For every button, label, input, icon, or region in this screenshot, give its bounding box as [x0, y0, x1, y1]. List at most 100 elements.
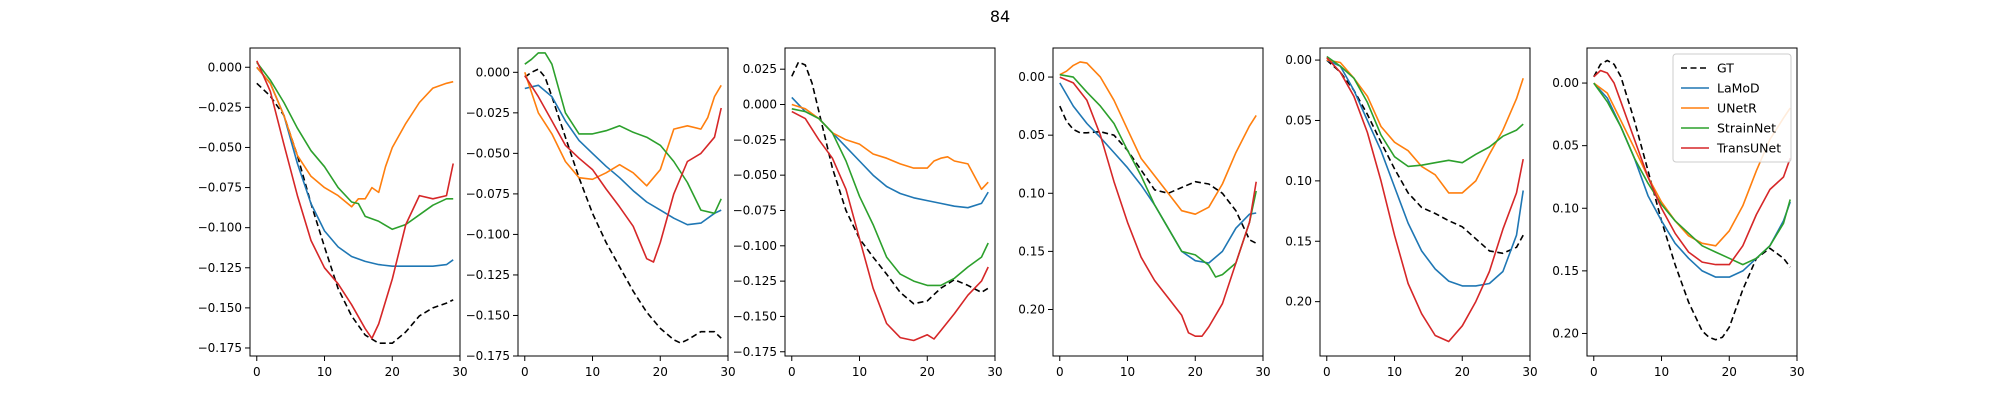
y-tick-label: −0.075	[466, 187, 510, 201]
y-tick-label: 0.05	[1552, 139, 1579, 153]
y-tick-label: −0.125	[198, 261, 242, 275]
x-tick-label: 30	[1522, 365, 1537, 379]
subplot-1: 0 10 20 30 0.000 −0.025 −0.050 −0.075 −0.100 −0.1…	[198, 47, 468, 379]
axes-frame	[249, 47, 461, 357]
series-line-lamod	[1326, 59, 1524, 287]
series-line-gt	[524, 68, 722, 344]
y-tick-label: 0.05	[1018, 128, 1045, 142]
x-tick-label: 0	[788, 365, 796, 379]
y-tick-label: −0.125	[733, 274, 777, 288]
y-tick-label: 0.025	[743, 62, 777, 76]
series-group	[1059, 61, 1257, 338]
series-group	[524, 52, 722, 344]
y-tick-label: 0.00	[1285, 53, 1312, 67]
series-line-gt	[791, 61, 989, 305]
y-tick-label: 0.20	[1018, 303, 1045, 317]
y-tick-label: −0.050	[466, 146, 510, 160]
y-tick-label: 0.00	[1018, 70, 1045, 84]
x-tick-label: 10	[317, 365, 332, 379]
series-line-transunet	[1593, 69, 1791, 266]
x-tick-label: 30	[720, 365, 735, 379]
x-tick-label: 0	[1590, 365, 1598, 379]
series-line-strainnet	[1593, 82, 1791, 266]
axes-frame	[1052, 47, 1264, 357]
y-tick-label: 0.15	[1552, 264, 1579, 278]
subplot-5: 0 10 20 30 0.00 0.05 0.10 0.15 0.20	[1285, 47, 1538, 379]
series-group	[791, 61, 989, 342]
legend-label-lamod: LaMoD	[1717, 81, 1760, 96]
series-line-gt	[1059, 105, 1257, 245]
series-line-unetr	[1059, 61, 1257, 215]
x-tick-label: 10	[1654, 365, 1669, 379]
legend-box	[1672, 53, 1792, 163]
subplot-2: 0 10 20 30 0.000 −0.025 −0.050 −0.075 −0.100 −0.1…	[466, 47, 736, 379]
y-tick-label: −0.025	[198, 100, 242, 114]
series-line-gt	[1326, 59, 1524, 255]
y-tick-label: 0.10	[1552, 201, 1579, 215]
y-tick-label: −0.125	[466, 268, 510, 282]
y-tick-label: −0.100	[198, 221, 242, 235]
x-tick-label: 30	[1255, 365, 1270, 379]
y-tick-label: 0.05	[1285, 113, 1312, 127]
legend-label-strainnet: StrainNet	[1717, 121, 1776, 136]
series-group	[256, 60, 454, 345]
legend: GT LaMoD UNetR StrainNet TransUNet	[1672, 53, 1792, 163]
y-tick-label: 0.000	[208, 60, 242, 74]
y-tick-label: −0.025	[733, 133, 777, 147]
y-tick-label: −0.175	[466, 349, 510, 363]
y-tick-label: 0.000	[476, 65, 510, 79]
y-tick-label: −0.075	[198, 181, 242, 195]
y-tick-label: −0.175	[198, 341, 242, 355]
y-tick-label: 0.10	[1285, 174, 1312, 188]
subplot-4: 0 10 20 30 0.00 0.05 0.10 0.15 0.20	[1018, 47, 1271, 379]
y-tick-label: −0.150	[466, 308, 510, 322]
x-tick-label: 20	[1455, 365, 1470, 379]
y-tick-label: 0.20	[1285, 295, 1312, 309]
subplots-group: 0 10 20 300.000−0.025−0.050−0.075−0.100−0.1…	[198, 47, 1805, 379]
x-tick-label: 20	[920, 365, 935, 379]
x-tick-label: 10	[1387, 365, 1402, 379]
series-line-strainnet	[1326, 55, 1524, 168]
series-line-unetr	[256, 66, 454, 208]
x-tick-label: 20	[653, 365, 668, 379]
series-line-lamod	[524, 84, 722, 226]
series-line-strainnet	[256, 61, 454, 231]
y-tick-label: −0.050	[733, 168, 777, 182]
y-tick-label: −0.150	[198, 301, 242, 315]
x-tick-label: 10	[852, 365, 867, 379]
y-tick-label: 0.15	[1018, 244, 1045, 258]
x-tick-label: 0	[521, 365, 529, 379]
y-tick-label: −0.175	[733, 345, 777, 359]
axes-frame	[1586, 47, 1798, 357]
legend-label-transunet: TransUNet	[1716, 141, 1781, 156]
x-tick-label: 30	[1789, 365, 1804, 379]
y-tick-label: 0.00	[1552, 76, 1579, 90]
x-tick-label: 30	[452, 365, 467, 379]
x-tick-label: 10	[1120, 365, 1135, 379]
y-tick-label: 0.10	[1018, 186, 1045, 200]
x-tick-label: 20	[1188, 365, 1203, 379]
y-tick-label: −0.100	[466, 227, 510, 241]
x-tick-label: 0	[253, 365, 261, 379]
y-tick-label: −0.100	[733, 239, 777, 253]
y-tick-label: 0.20	[1552, 326, 1579, 340]
y-tick-label: −0.025	[466, 106, 510, 120]
series-line-unetr	[524, 72, 722, 187]
axes-frame	[1319, 47, 1531, 357]
x-tick-label: 0	[1323, 365, 1331, 379]
x-tick-label: 20	[1722, 365, 1737, 379]
y-tick-label: 0.000	[743, 98, 777, 112]
series-line-transunet	[791, 110, 989, 342]
series-line-transunet	[1059, 76, 1257, 338]
figure-title: 84	[990, 7, 1010, 26]
y-tick-label: 0.15	[1285, 234, 1312, 248]
x-tick-label: 0	[1056, 365, 1064, 379]
series-line-strainnet	[791, 108, 989, 287]
axes-frame	[517, 47, 729, 357]
y-tick-label: −0.150	[733, 309, 777, 323]
series-line-transunet	[256, 60, 454, 340]
x-tick-label: 10	[585, 365, 600, 379]
series-line-strainnet	[1059, 73, 1257, 278]
